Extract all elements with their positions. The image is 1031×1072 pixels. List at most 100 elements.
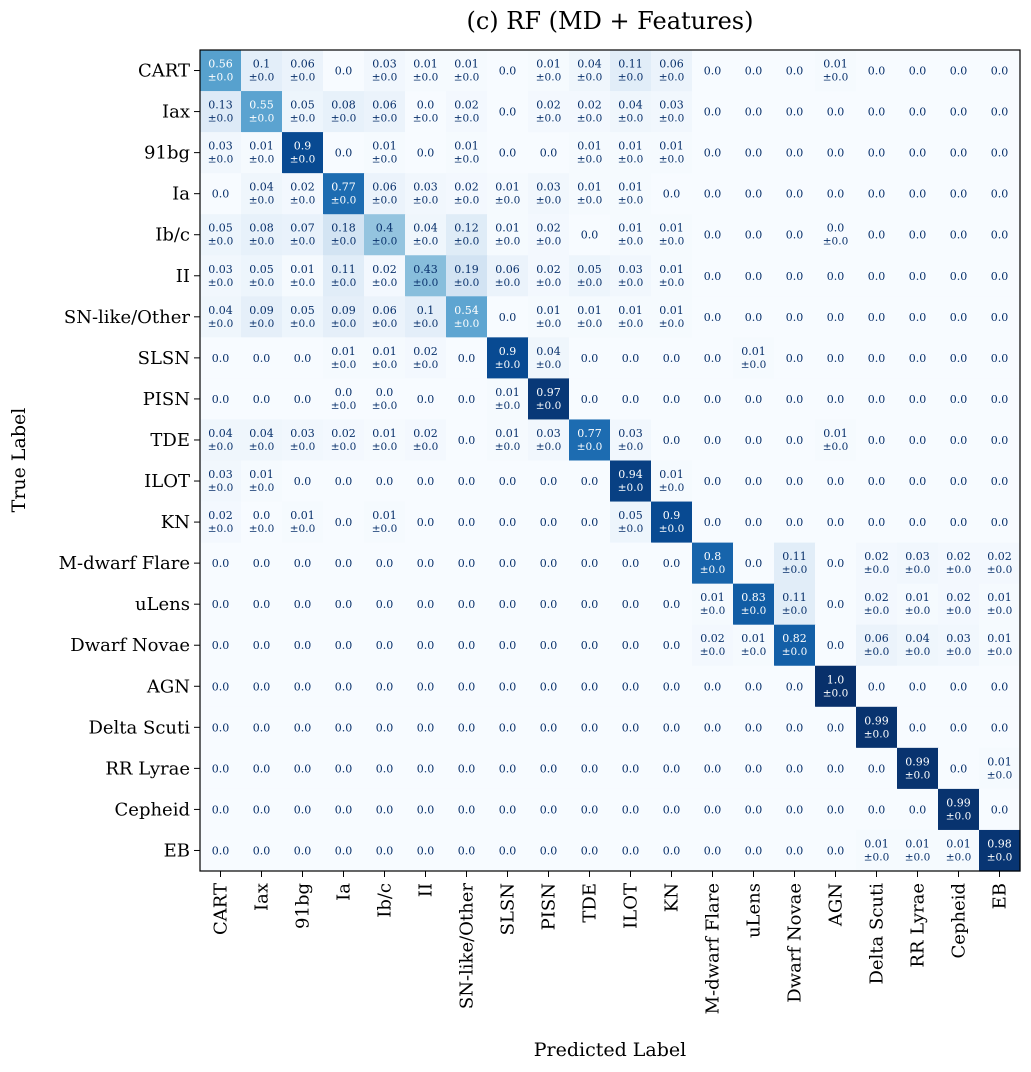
- heatmap-cell: [364, 378, 406, 421]
- cell-value-label: 0.0: [786, 188, 804, 201]
- cell-std-label: ±0.0: [208, 236, 234, 248]
- cell-value-label: 0.0: [458, 803, 476, 816]
- heatmap-cell: [815, 747, 857, 790]
- cell-value-label: 0.0: [540, 639, 558, 652]
- cell-std-label: ±0.0: [823, 687, 849, 699]
- x-tick-label: Delta Scuti: [867, 883, 888, 985]
- cell-value-label: 0.97: [536, 386, 561, 399]
- y-tick-label: Ib/c: [155, 225, 190, 246]
- cell-value-label: 0.0: [335, 639, 353, 652]
- cell-value-label: 0.11: [331, 263, 356, 276]
- cell-value-label: 0.01: [987, 632, 1012, 645]
- cell-std-label: ±0.0: [208, 72, 234, 84]
- heatmap-cell: [405, 91, 447, 133]
- heatmap-cell: [651, 665, 693, 708]
- cell-std-label: ±0.0: [290, 277, 316, 289]
- heatmap-cell: [692, 91, 734, 133]
- cell-value-label: 0.02: [946, 591, 971, 604]
- cell-std-label: ±0.0: [987, 769, 1013, 781]
- heatmap-cell: [487, 583, 529, 626]
- x-axis-ticks: CART Iax 91bg Ia Ib/c II SN-like/Other SLSN PISN…: [211, 871, 1011, 1014]
- heatmap-cell: [282, 706, 324, 749]
- heatmap-cell: [815, 296, 857, 338]
- cell-value-label: 0.0: [704, 721, 722, 734]
- cell-value-label: 0.0: [581, 844, 599, 857]
- heatmap-cell: [241, 337, 283, 379]
- cell-value-label: 0.05: [290, 304, 315, 317]
- heatmap-cell: [487, 50, 529, 92]
- heatmap-cell: [815, 788, 857, 831]
- cell-value-label: 0.0: [335, 598, 353, 611]
- y-tick-label: uLens: [135, 594, 190, 615]
- heatmap-cell: [323, 419, 365, 462]
- heatmap-cell: [733, 419, 775, 462]
- heatmap-cell: [569, 132, 611, 174]
- heatmap-cell: [692, 624, 734, 667]
- x-tick-label: KN: [662, 883, 683, 912]
- heatmap-cell: [569, 542, 611, 585]
- cell-std-label: ±0.0: [659, 236, 685, 248]
- x-tick-label: CART: [211, 883, 232, 935]
- heatmap-cell: [610, 583, 652, 626]
- cell-value-label: 0.83: [741, 591, 766, 604]
- heatmap-cell: [241, 829, 283, 872]
- heatmap-cell: [487, 255, 529, 297]
- heatmap-cell: [610, 173, 652, 215]
- heatmap-cell: [938, 624, 980, 667]
- cell-value-label: 0.0: [950, 147, 968, 160]
- heatmap-cell: [241, 706, 283, 749]
- cell-std-label: ±0.0: [618, 441, 644, 453]
- cell-value-label: 0.0: [581, 229, 599, 242]
- heatmap-cell: [200, 378, 242, 421]
- cell-value-label: 0.0: [499, 557, 517, 570]
- cell-value-label: 0.02: [413, 427, 438, 440]
- cell-std-label: ±0.0: [782, 646, 808, 658]
- heatmap-cell: [856, 829, 898, 872]
- y-tick-label: Delta Scuti: [88, 717, 190, 738]
- heatmap-cell: [815, 624, 857, 667]
- cell-value-label: 0.0: [663, 393, 681, 406]
- cell-value-label: 0.0: [376, 639, 394, 652]
- cell-value-label: 0.0: [827, 844, 845, 857]
- cell-value-label: 0.0: [335, 762, 353, 775]
- cell-value-label: 0.0: [663, 434, 681, 447]
- cell-value-label: 0.03: [208, 468, 233, 481]
- cell-value-label: 0.0: [417, 844, 435, 857]
- heatmap-cell: [446, 460, 488, 503]
- cell-value-label: 0.04: [577, 58, 602, 71]
- cell-value-label: 0.01: [659, 468, 684, 481]
- cell-value-label: 0.0: [499, 844, 517, 857]
- heatmap-cell: [651, 296, 693, 338]
- heatmap-cell: [405, 337, 447, 379]
- cell-std-label: ±0.0: [290, 236, 316, 248]
- heatmap-cell: [938, 829, 980, 872]
- heatmap-cell: [815, 706, 857, 749]
- heatmap-cell: [774, 50, 816, 92]
- heatmap-cell: [979, 337, 1021, 379]
- cell-std-label: ±0.0: [372, 113, 398, 125]
- heatmap-cell: [692, 829, 734, 872]
- heatmap-cell: [692, 419, 734, 462]
- cell-std-label: ±0.0: [413, 195, 439, 207]
- cell-value-label: 0.0: [212, 680, 230, 693]
- heatmap-cell: [241, 50, 283, 92]
- cell-value-label: 0.0: [253, 721, 271, 734]
- heatmap-cell: [692, 706, 734, 749]
- cell-value-label: 0.0: [909, 516, 927, 529]
- heatmap-cell: [815, 214, 857, 256]
- cell-value-label: 0.0: [622, 352, 640, 365]
- y-tick-label: RR Lyrae: [105, 758, 190, 779]
- cell-value-label: 0.11: [782, 550, 807, 563]
- cell-value-label: 0.0: [745, 475, 763, 488]
- heatmap-cell: [405, 296, 447, 338]
- cell-value-label: 0.01: [905, 837, 930, 850]
- cell-std-label: ±0.0: [577, 154, 603, 166]
- heatmap-cell: [405, 255, 447, 297]
- heatmap-cell: [200, 460, 242, 503]
- cell-std-label: ±0.0: [290, 318, 316, 330]
- heatmap-cell: [651, 91, 693, 133]
- cell-value-label: 0.01: [618, 222, 643, 235]
- cell-value-label: 0.06: [372, 304, 397, 317]
- cell-value-label: 0.0: [909, 803, 927, 816]
- cell-value-label: 0.0: [253, 680, 271, 693]
